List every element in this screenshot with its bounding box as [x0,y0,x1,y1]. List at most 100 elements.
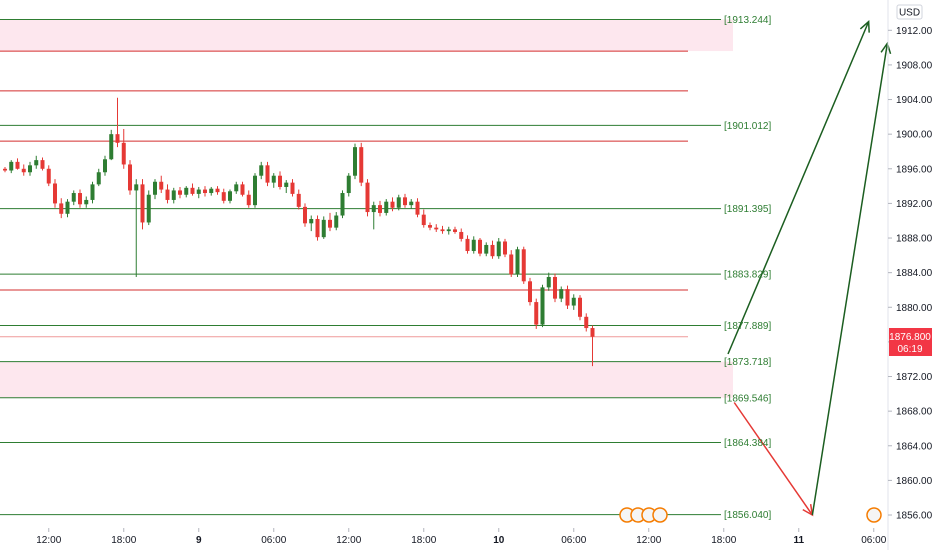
zones-layer [0,19,733,398]
current-price-box [889,328,932,356]
current-price-tag: 1876.800 06:19 [889,328,932,356]
price-tick-label: 1868.000 [896,407,932,418]
price-tick-label: 1896.000 [896,164,932,175]
price-tick-label: 1864.000 [896,441,932,452]
candle [215,188,220,193]
time-tick-label: 18:00 [111,535,136,546]
candle [471,239,476,252]
candle [353,147,357,176]
time-tick-label: 9 [196,535,202,546]
candle [521,249,526,282]
candle [21,168,26,173]
currency-label: USD [899,8,920,19]
time-tick-label: 18:00 [411,535,436,546]
projection-rebound [811,43,889,516]
candle [440,229,445,232]
level-label-5: [1873.718] [724,357,771,368]
candle [246,194,251,206]
candle [184,187,189,195]
candle [378,205,382,213]
candle [59,203,64,214]
candle [134,184,139,191]
candle [121,142,126,165]
candle [346,175,351,194]
candle [28,165,32,173]
time-tick-label: 18:00 [711,535,736,546]
candle [371,205,376,213]
candle [103,159,107,173]
time-tick-label: 12:00 [636,535,661,546]
level-label-2: [1891.395] [724,204,771,215]
price-tick-label: 1860.000 [896,476,932,487]
candle [253,175,257,206]
zone-0 [0,19,733,52]
price-tick-label: 1856.000 [896,511,932,522]
candles-layer [3,97,595,367]
price-tick-label: 1908.000 [896,60,932,71]
candle [128,164,132,191]
candle [65,201,70,214]
price-tick-label: 1892.000 [896,199,932,210]
candle [96,172,101,185]
candle [228,191,232,201]
time-tick-label: 06:00 [861,535,886,546]
price-tick-label: 1900.000 [896,130,932,141]
candle [271,175,276,183]
current-price-countdown: 06:19 [897,344,922,355]
candle [190,187,195,194]
time-tick-label: 12:00 [36,535,61,546]
economic-events[interactable] [619,507,882,523]
flag-icon [652,507,668,523]
candle [584,316,589,329]
flag-icon [866,507,882,523]
candle [259,165,264,176]
levels-layer [0,19,721,516]
level-label-3: [1883.829] [724,270,771,281]
zone-1 [0,361,733,398]
candle [90,184,95,200]
candle [115,134,120,143]
candle [515,249,520,275]
projection-arrowhead [859,20,870,33]
price-tick-label: 1888.000 [896,234,932,245]
currency-box [896,4,923,20]
candle [296,193,301,207]
candle [284,182,289,187]
candle [221,192,226,201]
candle [434,227,439,230]
candle [459,231,464,239]
price-axis: 1912.000 1908.000 1904.000 1900.000 1896.000… [888,26,932,522]
candle [240,184,245,195]
candle [359,147,364,183]
price-tick-label: 1872.000 [896,372,932,383]
candle [159,181,164,190]
candle [453,229,457,232]
candle [196,189,201,194]
candle [578,297,582,317]
candle [571,297,576,306]
candle [528,281,532,303]
projection-bullish [727,21,870,355]
level-label-8: [1856.040] [724,510,771,521]
projection-arrowhead [802,504,814,517]
level-label-4: [1877.889] [724,321,771,332]
candle [84,199,89,205]
price-tick-label: 1912.000 [896,26,932,37]
candle [384,201,389,213]
candle [396,197,401,208]
time-tick-label: 11 [793,535,804,546]
candle [409,201,414,206]
price-tick-label: 1880.000 [896,303,932,314]
candle [340,193,345,216]
candle [534,302,539,325]
level-label-7: [1864.384] [724,438,771,449]
candle [34,160,39,166]
current-price-value: 1876.800 [889,332,931,343]
time-tick-label: 10 [493,535,505,546]
candle [503,241,507,255]
candle [234,184,239,192]
candle [165,189,170,200]
price-tick-label: 1884.000 [896,268,932,279]
